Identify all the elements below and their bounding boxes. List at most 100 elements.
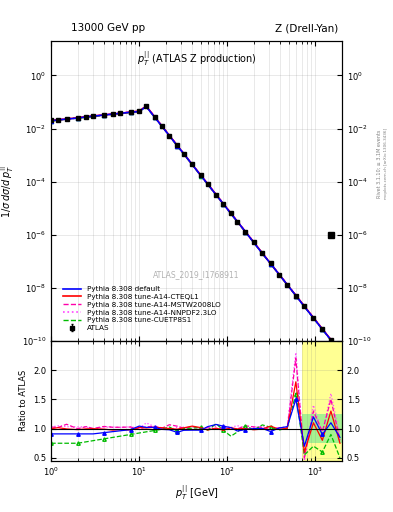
Pythia 8.308 tune-A14-NNPDF2.3LO (235, 218, 240, 224)
Text: $p_T^{||}$ (ATLAS Z production): $p_T^{||}$ (ATLAS Z production) (137, 50, 256, 69)
Pythia 8.308 default (128, 109, 133, 115)
Pythia 8.308 tune-A14-MSTW2008LO (268, 260, 273, 266)
Pythia 8.308 default (49, 118, 53, 124)
Pythia 8.308 tune-A14-MSTW2008LO (277, 271, 282, 278)
Pythia 8.308 tune-A14-MSTW2008LO (320, 326, 325, 332)
Pythia 8.308 default (144, 103, 149, 110)
Y-axis label: Ratio to ATLAS: Ratio to ATLAS (18, 370, 28, 432)
Pythia 8.308 tune-A14-MSTW2008LO (128, 109, 133, 115)
Pythia 8.308 tune-A14-CTEQL1 (294, 292, 298, 298)
Pythia 8.308 tune-A14-NNPDF2.3LO (56, 117, 61, 123)
Pythia 8.308 default (243, 228, 248, 234)
Pythia 8.308 tune-A14-MSTW2008LO (221, 200, 226, 206)
Pythia 8.308 tune-A14-CTEQL1 (84, 114, 88, 120)
Pythia 8.308 tune-A14-NNPDF2.3LO (190, 161, 195, 167)
Pythia 8.308 default (159, 123, 164, 129)
Pythia 8.308 tune-A14-CTEQL1 (260, 250, 265, 256)
Pythia 8.308 tune-A14-NNPDF2.3LO (49, 117, 53, 123)
Pythia 8.308 tune-A14-CTEQL1 (214, 192, 219, 198)
Pythia 8.308 tune-CUETP8S1 (110, 111, 115, 117)
Pythia 8.308 tune-A14-MSTW2008LO (117, 110, 122, 116)
Pythia 8.308 tune-A14-CTEQL1 (329, 337, 333, 343)
Pythia 8.308 tune-A14-NNPDF2.3LO (84, 114, 88, 120)
Pythia 8.308 tune-A14-CTEQL1 (144, 103, 149, 109)
Pythia 8.308 tune-CUETP8S1 (64, 116, 69, 122)
Pythia 8.308 tune-CUETP8S1 (159, 123, 164, 129)
Pythia 8.308 tune-A14-MSTW2008LO (56, 117, 61, 123)
Pythia 8.308 tune-A14-CTEQL1 (338, 348, 342, 354)
Pythia 8.308 tune-CUETP8S1 (75, 115, 80, 121)
Pythia 8.308 tune-CUETP8S1 (206, 181, 210, 187)
Pythia 8.308 tune-A14-MSTW2008LO (190, 161, 195, 167)
Pythia 8.308 tune-A14-NNPDF2.3LO (302, 303, 307, 309)
Pythia 8.308 tune-CUETP8S1 (175, 143, 180, 149)
Pythia 8.308 tune-A14-CTEQL1 (198, 172, 203, 178)
Pythia 8.308 tune-CUETP8S1 (49, 118, 53, 124)
Pythia 8.308 tune-A14-MSTW2008LO (84, 114, 88, 120)
Pythia 8.308 default (338, 348, 342, 354)
Pythia 8.308 tune-A14-CTEQL1 (91, 113, 95, 119)
Pythia 8.308 default (152, 114, 157, 120)
Pythia 8.308 tune-CUETP8S1 (311, 315, 316, 322)
Pythia 8.308 default (198, 173, 203, 179)
Pythia 8.308 tune-CUETP8S1 (229, 210, 233, 217)
Pythia 8.308 tune-A14-NNPDF2.3LO (75, 115, 80, 121)
Pythia 8.308 default (214, 192, 219, 198)
Pythia 8.308 default (294, 292, 298, 298)
Text: 13000 GeV pp: 13000 GeV pp (71, 23, 145, 33)
Pythia 8.308 tune-A14-MSTW2008LO (229, 210, 233, 216)
Pythia 8.308 tune-CUETP8S1 (167, 133, 172, 139)
Pythia 8.308 tune-CUETP8S1 (268, 261, 273, 267)
Legend: Pythia 8.308 default, Pythia 8.308 tune-A14-CTEQL1, Pythia 8.308 tune-A14-MSTW20: Pythia 8.308 default, Pythia 8.308 tune-… (61, 283, 224, 334)
Pythia 8.308 tune-CUETP8S1 (221, 201, 226, 207)
Pythia 8.308 tune-A14-NNPDF2.3LO (311, 314, 316, 321)
Pythia 8.308 tune-A14-MSTW2008LO (294, 292, 298, 298)
Pythia 8.308 tune-CUETP8S1 (190, 162, 195, 168)
Pythia 8.308 tune-CUETP8S1 (128, 110, 133, 116)
Pythia 8.308 tune-A14-MSTW2008LO (175, 142, 180, 148)
Pythia 8.308 tune-CUETP8S1 (252, 240, 256, 246)
Pythia 8.308 default (285, 282, 290, 288)
Pythia 8.308 tune-CUETP8S1 (84, 114, 88, 120)
Text: Rivet 3.1.10; ≥ 3.1M events: Rivet 3.1.10; ≥ 3.1M events (377, 130, 382, 198)
Pythia 8.308 tune-A14-NNPDF2.3LO (214, 191, 219, 198)
Pythia 8.308 tune-A14-CTEQL1 (229, 210, 233, 217)
Pythia 8.308 tune-A14-NNPDF2.3LO (206, 181, 210, 187)
Pythia 8.308 tune-A14-CTEQL1 (268, 261, 273, 267)
Pythia 8.308 tune-A14-CTEQL1 (117, 111, 122, 117)
Pythia 8.308 tune-CUETP8S1 (243, 229, 248, 235)
Pythia 8.308 tune-A14-MSTW2008LO (338, 348, 342, 354)
Pythia 8.308 tune-A14-MSTW2008LO (144, 103, 149, 109)
Bar (302, 414, 342, 443)
Pythia 8.308 tune-A14-CTEQL1 (190, 161, 195, 167)
Pythia 8.308 tune-A14-NNPDF2.3LO (144, 103, 149, 109)
Pythia 8.308 tune-A14-MSTW2008LO (159, 122, 164, 129)
Pythia 8.308 default (206, 181, 210, 187)
Pythia 8.308 tune-A14-NNPDF2.3LO (128, 109, 133, 115)
Pythia 8.308 tune-A14-MSTW2008LO (75, 115, 80, 121)
Text: mcplots.cern.ch [arXiv:1306.3436]: mcplots.cern.ch [arXiv:1306.3436] (384, 129, 388, 199)
Pythia 8.308 tune-A14-NNPDF2.3LO (152, 114, 157, 120)
Pythia 8.308 tune-A14-CTEQL1 (159, 123, 164, 129)
Pythia 8.308 tune-CUETP8S1 (56, 117, 61, 123)
Pythia 8.308 tune-A14-NNPDF2.3LO (102, 112, 107, 118)
Text: Z (Drell-Yan): Z (Drell-Yan) (275, 23, 338, 33)
Line: Pythia 8.308 tune-A14-MSTW2008LO: Pythia 8.308 tune-A14-MSTW2008LO (51, 106, 340, 351)
Pythia 8.308 tune-A14-NNPDF2.3LO (198, 172, 203, 178)
Pythia 8.308 default (91, 113, 95, 119)
Pythia 8.308 tune-CUETP8S1 (91, 114, 95, 120)
Pythia 8.308 tune-CUETP8S1 (277, 272, 282, 278)
Pythia 8.308 tune-A14-NNPDF2.3LO (229, 210, 233, 216)
Pythia 8.308 tune-A14-MSTW2008LO (91, 113, 95, 119)
Pythia 8.308 tune-A14-NNPDF2.3LO (243, 228, 248, 234)
Pythia 8.308 tune-CUETP8S1 (329, 337, 333, 344)
Bar (302, 341, 342, 461)
Pythia 8.308 tune-A14-MSTW2008LO (198, 172, 203, 178)
Pythia 8.308 tune-A14-CTEQL1 (56, 117, 61, 123)
Pythia 8.308 tune-CUETP8S1 (152, 114, 157, 120)
Pythia 8.308 tune-A14-CTEQL1 (64, 116, 69, 122)
Pythia 8.308 tune-A14-MSTW2008LO (181, 151, 186, 157)
Pythia 8.308 default (56, 117, 61, 123)
Pythia 8.308 default (137, 109, 141, 115)
Text: ATLAS_2019_I1768911: ATLAS_2019_I1768911 (153, 270, 240, 280)
